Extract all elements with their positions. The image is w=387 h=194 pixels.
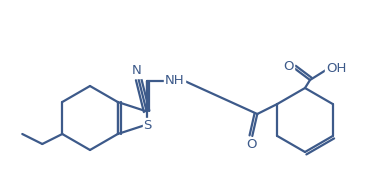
Text: O: O	[283, 61, 293, 74]
Text: O: O	[246, 139, 257, 152]
Text: N: N	[132, 64, 142, 77]
Text: S: S	[144, 119, 152, 132]
Text: NH: NH	[165, 74, 185, 87]
Text: OH: OH	[326, 61, 346, 74]
